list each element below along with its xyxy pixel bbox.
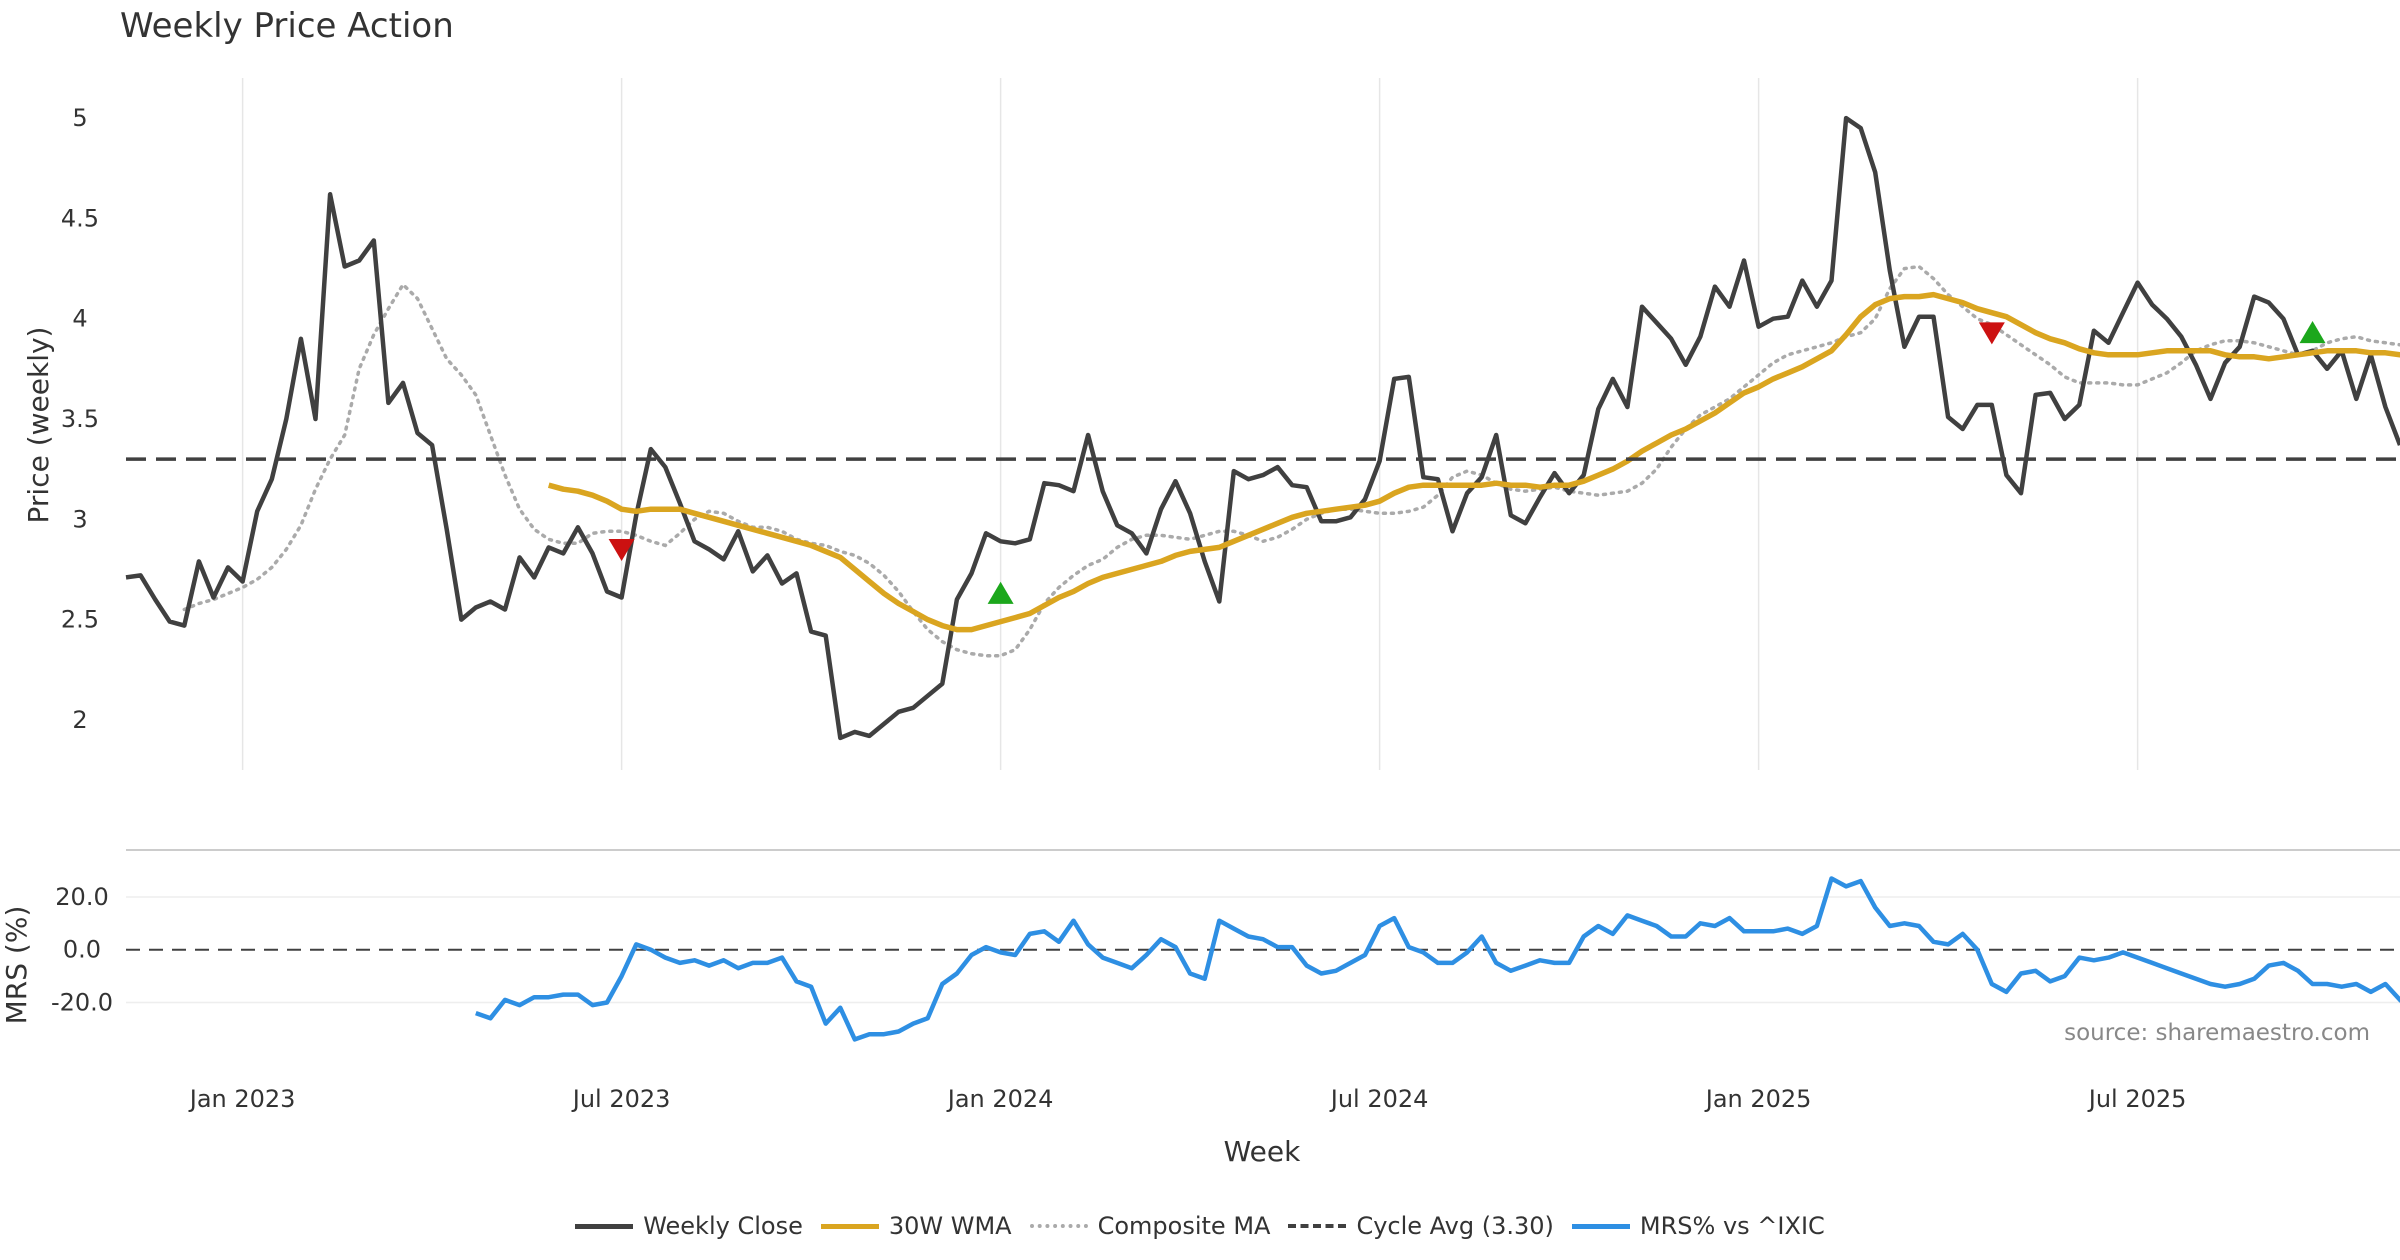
price-y-tick-label: 3 [72,505,87,533]
x-tick-label: Jan 2024 [946,1085,1054,1113]
x-axis-label: Week [1224,1135,1301,1168]
composite-ma-line [182,264,2400,658]
legend-item: Weekly Close [575,1212,803,1240]
legend-item: 30W WMA [820,1212,1012,1240]
price-y-tick-label: 4.5 [61,204,99,232]
buy-signal-marker [987,581,1014,604]
price-y-tick-label: 2.5 [61,606,99,634]
sell-signal-marker [608,538,635,562]
sell-signal-marker [1978,322,2005,345]
mrs-line [475,876,2400,1042]
x-tick-label: Jul 2024 [1329,1085,1429,1113]
mrs-gridlines [126,896,2400,1004]
price-y-tick-label: 2 [72,706,87,734]
price-gridlines [241,78,2139,770]
price-y-tick-label: 5 [72,104,87,132]
legend-label: MRS% vs ^IXIC [1639,1212,1825,1240]
legend-swatch [1288,1224,1347,1228]
signal-markers [608,321,2326,604]
price-y-tick-label: 3.5 [61,405,99,433]
legend-label: Weekly Close [643,1212,803,1240]
mrs-y-ticks: -20.0 0.0 20.0 [51,883,113,1017]
legend-item: MRS% vs ^IXIC [1571,1212,1825,1240]
chart-title: Weekly Price Action [120,6,454,46]
legend-item: Composite MA [1029,1212,1271,1240]
price-y-axis-label: Price (weekly) [22,327,55,524]
weekly-close-line [125,115,2400,741]
legend-label: Cycle Avg (3.30) [1356,1212,1554,1240]
mrs-series [475,876,2400,1042]
source-credit: source: sharemaestro.com [2064,1020,2370,1046]
mrs-y-tick-label: -20.0 [51,989,113,1017]
price-y-tick-label: 4 [72,305,87,333]
legend-swatch [1029,1224,1088,1228]
x-tick-label: Jul 2025 [2087,1085,2187,1113]
mrs-y-axis-label: MRS (%) [0,906,33,1025]
x-tick-label: Jan 2025 [1704,1085,1812,1113]
legend-label: 30W WMA [888,1212,1012,1240]
mrs-y-tick-label: 0.0 [63,936,101,964]
legend: Weekly Close 30W WMA Composite MA Cycle Avg… [0,1212,2400,1240]
legend-item: Cycle Avg (3.30) [1288,1212,1554,1240]
wma-30w-line [547,291,2400,633]
buy-signal-marker [2299,321,2326,344]
mrs-y-tick-label: 20.0 [55,883,108,911]
price-series [125,115,2400,741]
x-tick-label: Jul 2023 [571,1085,671,1113]
legend-swatch [820,1223,879,1229]
price-y-ticks: 2 2.5 3 3.5 4 4.5 5 [61,104,99,734]
legend-swatch [575,1223,634,1229]
x-tick-label: Jan 2023 [188,1085,296,1113]
x-tick-labels: Jan 2023 Jul 2023 Jan 2024 Jul 2024 Jan 2025… [188,1085,2187,1113]
legend-swatch [1571,1223,1630,1229]
legend-label: Composite MA [1097,1212,1271,1240]
